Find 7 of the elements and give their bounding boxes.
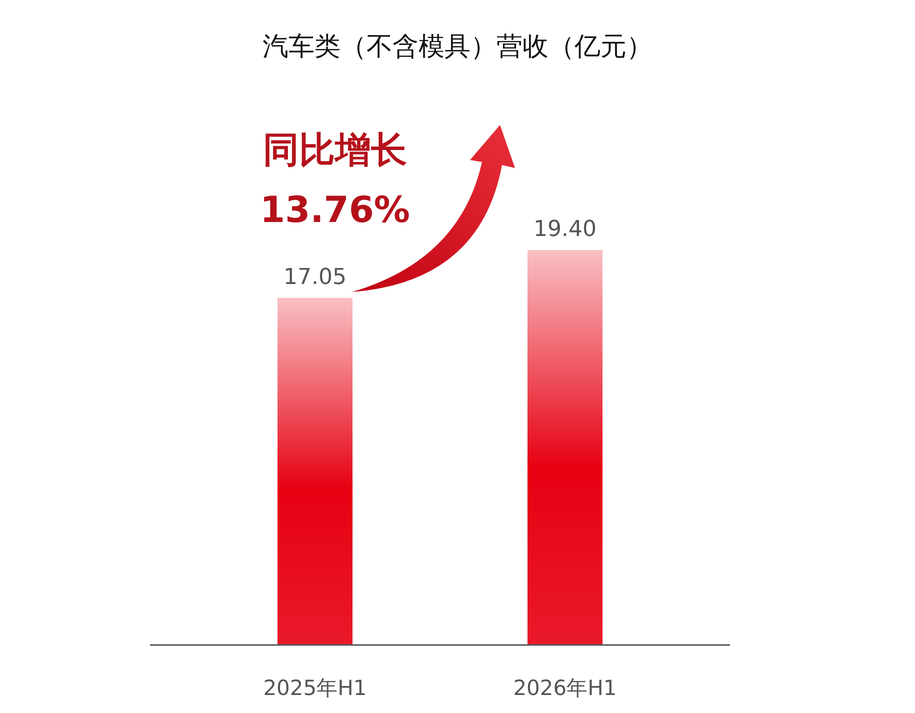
- text: 同比增长: [263, 130, 407, 171]
- chart-title: 汽车类（不含模具）营收（亿元）: [262, 32, 652, 62]
- data-label: 19.40: [534, 217, 596, 242]
- x-tick-label: 2025年H1: [263, 676, 367, 700]
- data-label: 17.05: [284, 264, 346, 290]
- x-tick-label: 2026年H1: [513, 676, 617, 700]
- text: 13.76%: [260, 190, 410, 231]
